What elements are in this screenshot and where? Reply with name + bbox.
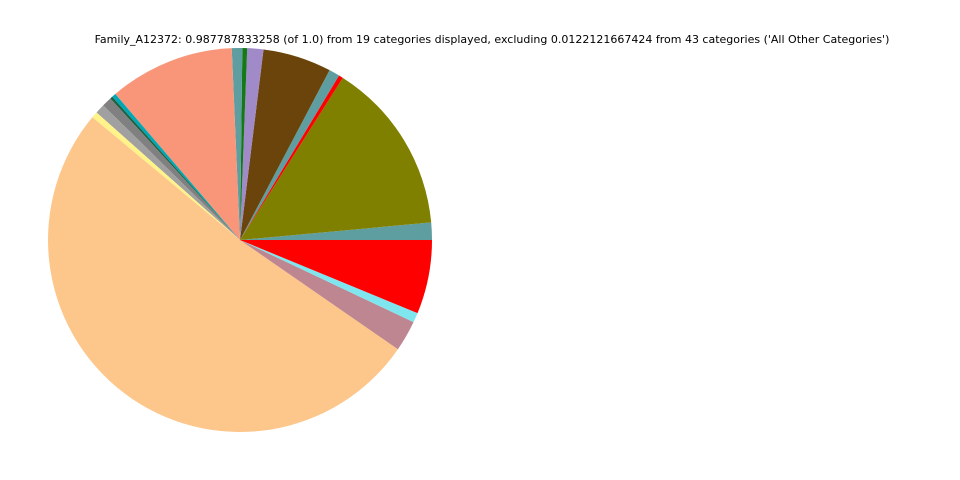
pie-slice-8 — [231, 47, 243, 241]
pie-slice-5 — [240, 49, 330, 241]
pie-slices — [48, 47, 432, 432]
pie-slice-10 — [112, 94, 240, 240]
pie-slice-15 — [48, 117, 398, 432]
pie-slice-4 — [240, 70, 340, 241]
pie-slice-13 — [96, 105, 241, 240]
pie-slice-9 — [115, 48, 240, 241]
chart-title: Family_A12372: 0.987787833258 (of 1.0) f… — [94, 33, 890, 46]
pie-slice-3 — [240, 75, 343, 241]
pie-slice-7 — [240, 48, 248, 241]
pie-slice-12 — [103, 98, 240, 240]
pie-slice-11 — [110, 96, 240, 240]
pie-slice-6 — [240, 48, 264, 240]
pie-slice-1 — [240, 222, 432, 240]
pie-slice-18 — [240, 240, 432, 314]
pie-slice-17 — [240, 240, 418, 323]
pie-slice-14 — [92, 112, 240, 240]
pie-slice-16 — [240, 240, 414, 350]
pie-slice-2 — [240, 77, 432, 240]
